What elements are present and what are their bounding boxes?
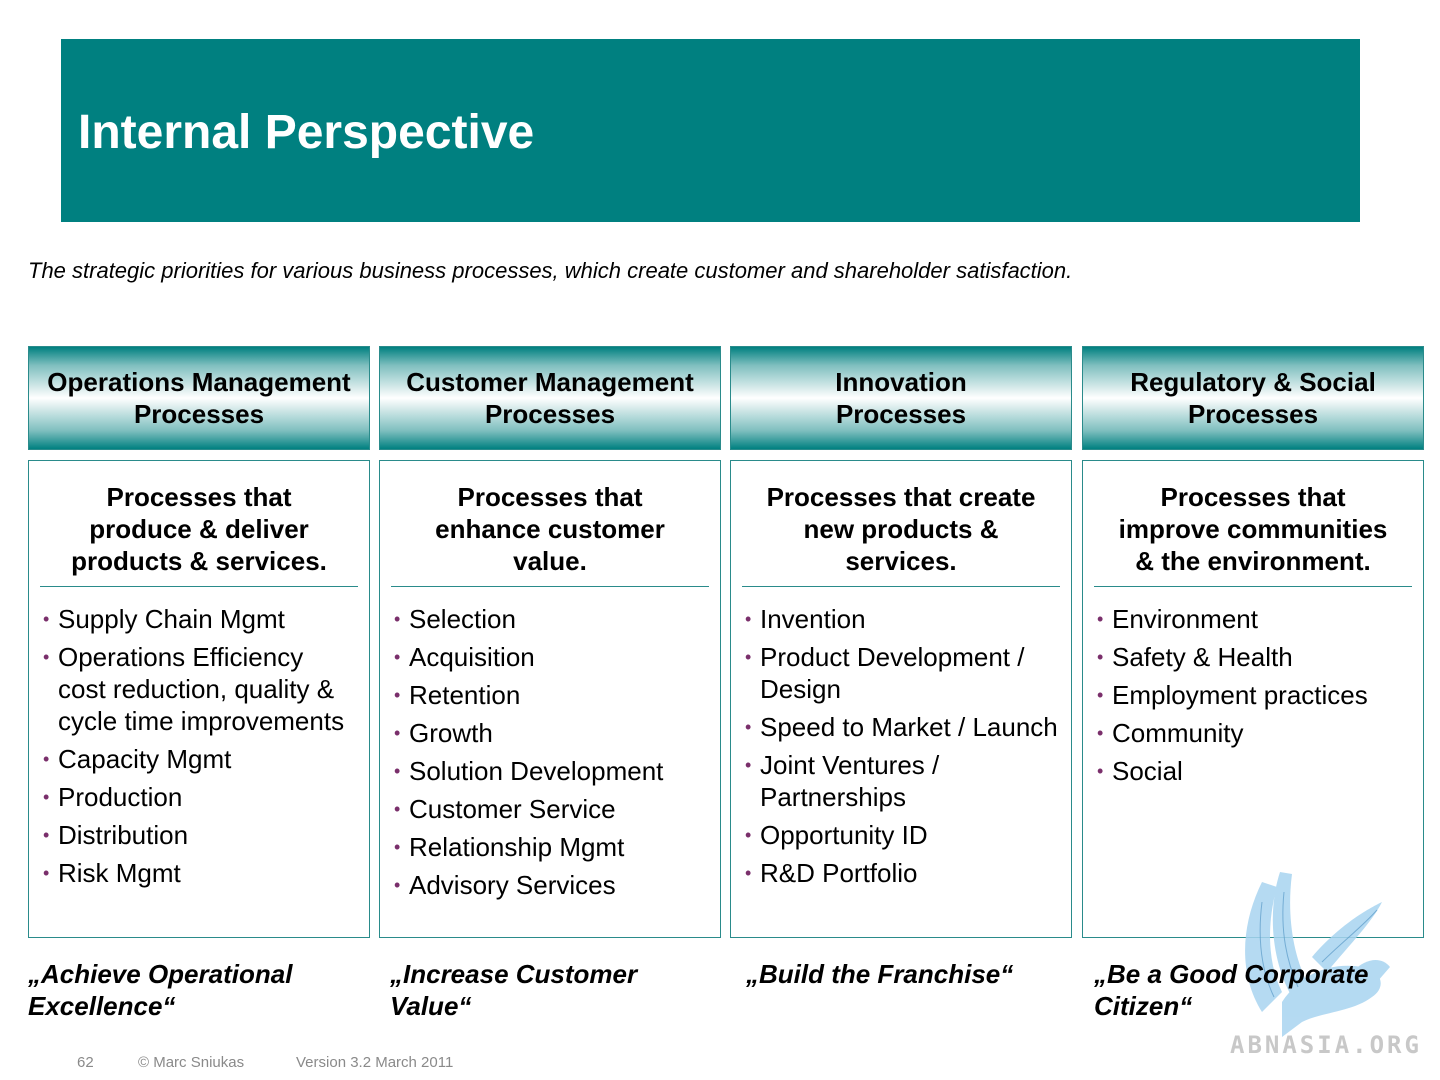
bullet-icon: • xyxy=(745,755,752,775)
list-item: • Social xyxy=(1097,756,1183,786)
slogan-innovation: „Build the Franchise“ xyxy=(746,959,1014,989)
slogan-operations: „Achieve Operational Excellence“ xyxy=(28,959,293,1021)
list-item: • Joint Ventures / Partnerships xyxy=(745,750,940,812)
bullet-icon: • xyxy=(394,647,401,667)
bullet-icon: • xyxy=(43,787,50,807)
list-item: • Employment practices xyxy=(1097,680,1368,710)
bullet-icon: • xyxy=(1097,685,1104,705)
bullet-icon: • xyxy=(394,685,401,705)
bullet-icon: • xyxy=(43,609,50,629)
list-item: • Speed to Market / Launch xyxy=(745,712,1058,742)
process-list: • Selection • Acquisition • Retention • Grow… xyxy=(391,587,709,901)
column-description: Processes that produce & deliver product… xyxy=(40,461,358,587)
slogan-customer: „Increase Customer Value“ xyxy=(390,959,638,1021)
bullet-icon: • xyxy=(745,647,752,667)
process-list: • Supply Chain Mgmt • Operations Efficienc… xyxy=(40,587,358,889)
column-header: Regulatory & Social Processes xyxy=(1082,346,1424,450)
list-item: • Environment xyxy=(1097,604,1258,634)
column-header: Customer Management Processes xyxy=(379,346,721,450)
column-header: Operations Management Processes xyxy=(28,346,370,450)
page-subtitle: The strategic priorities for various bus… xyxy=(28,258,1073,283)
bullet-icon: • xyxy=(43,825,50,845)
bullet-icon: • xyxy=(394,799,401,819)
bullet-icon: • xyxy=(745,825,752,845)
bullet-icon: • xyxy=(43,863,50,883)
column-innovation: Innovation Processes Processes that crea… xyxy=(730,346,1072,938)
process-list: • Invention • Product Development / Design… xyxy=(742,587,1060,889)
list-item: • Growth xyxy=(394,718,493,748)
list-item: • Operations Efficiency cost reduction, q… xyxy=(43,642,345,736)
list-item: • Distribution xyxy=(43,820,189,850)
bullet-icon: • xyxy=(43,749,50,769)
list-item: • Opportunity ID xyxy=(745,820,928,850)
bullet-icon: • xyxy=(745,717,752,737)
column-operations: Operations Management Processes Processe… xyxy=(28,346,370,938)
list-item: • Risk Mgmt xyxy=(43,858,181,888)
footer-copyright: © Marc Sniukas xyxy=(138,1054,245,1071)
list-item: • Solution Development xyxy=(394,756,664,786)
bullet-icon: • xyxy=(394,875,401,895)
list-item: • Capacity Mgmt xyxy=(43,744,232,774)
griffin-logo-icon xyxy=(1245,872,1390,1037)
bullet-icon: • xyxy=(1097,761,1104,781)
column-body: Processes that produce & deliver product… xyxy=(28,460,370,938)
list-item: • Community xyxy=(1097,718,1244,748)
column-header: Innovation Processes xyxy=(730,346,1072,450)
process-list: • Environment • Safety & Health • Employmen… xyxy=(1094,587,1412,787)
list-item: • Acquisition xyxy=(394,642,535,672)
bullet-icon: • xyxy=(745,609,752,629)
column-regulatory: Regulatory & Social Processes Processes … xyxy=(1082,346,1424,938)
page-title: Internal Perspective xyxy=(78,106,535,159)
list-item: • Advisory Services xyxy=(394,870,616,900)
watermark-text: ABNASIA.ORG xyxy=(1230,1031,1422,1059)
bullet-icon: • xyxy=(394,723,401,743)
list-item: • R&D Portfolio xyxy=(745,858,918,888)
slogan-regulatory: „Be a Good Corporate Citizen“ xyxy=(1094,959,1369,1021)
column-body: Processes that enhance customer value. •… xyxy=(379,460,721,938)
bullet-icon: • xyxy=(1097,647,1104,667)
column-body: Processes that create new products & ser… xyxy=(730,460,1072,938)
list-item: • Relationship Mgmt xyxy=(394,832,625,862)
column-description: Processes that improve communities & the… xyxy=(1094,461,1412,587)
bullet-icon: • xyxy=(1097,609,1104,629)
list-item: • Invention xyxy=(745,604,866,634)
column-description: Processes that create new products & ser… xyxy=(742,461,1060,587)
bullet-icon: • xyxy=(394,837,401,857)
list-item: • Customer Service xyxy=(394,794,616,824)
list-item: • Product Development / Design xyxy=(745,642,1025,704)
list-item: • Selection xyxy=(394,604,516,634)
list-item: • Safety & Health xyxy=(1097,642,1293,672)
bullet-icon: • xyxy=(1097,723,1104,743)
column-description: Processes that enhance customer value. xyxy=(391,461,709,587)
column-customer: Customer Management Processes Processes … xyxy=(379,346,721,938)
column-body: Processes that improve communities & the… xyxy=(1082,460,1424,938)
bullet-icon: • xyxy=(745,863,752,883)
footer-page-number: 62 xyxy=(77,1054,94,1071)
list-item: • Supply Chain Mgmt xyxy=(43,604,285,634)
list-item: • Production xyxy=(43,782,183,812)
bullet-icon: • xyxy=(394,609,401,629)
footer-version: Version 3.2 March 2011 xyxy=(296,1054,454,1071)
bullet-icon: • xyxy=(394,761,401,781)
title-banner: Internal Perspective xyxy=(61,39,1360,222)
bullet-icon: • xyxy=(43,647,50,667)
list-item: • Retention xyxy=(394,680,521,710)
